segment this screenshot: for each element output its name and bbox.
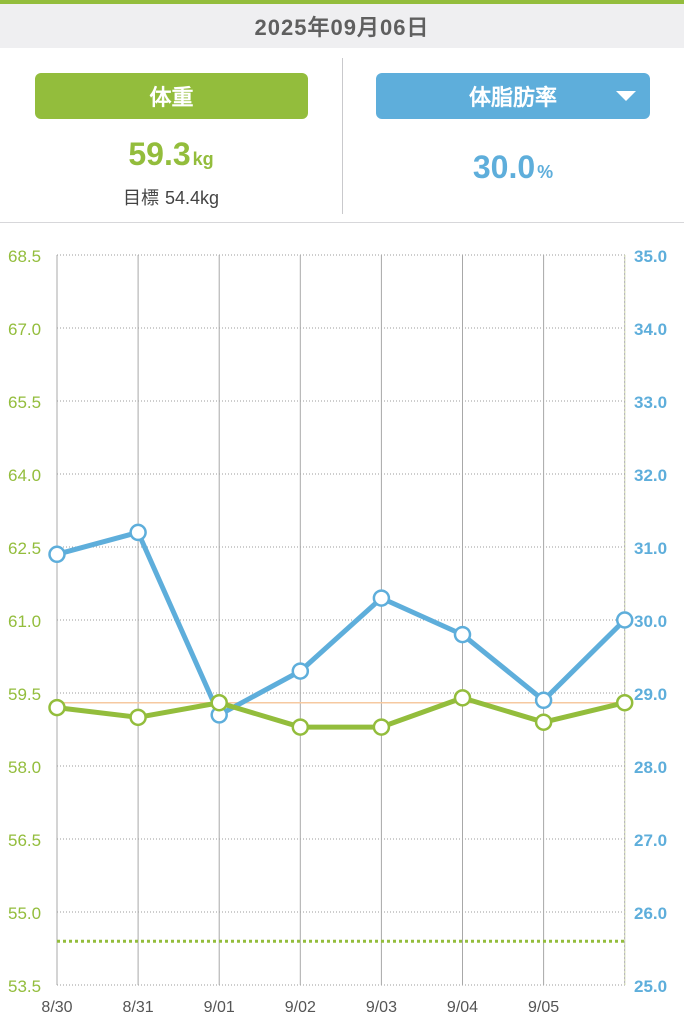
body-fat-series-point[interactable] <box>534 691 553 710</box>
y-left-tick-label: 55.0 <box>8 904 41 923</box>
x-tick-label: 9/02 <box>285 999 316 1016</box>
x-tick-label: 9/05 <box>528 999 559 1016</box>
y-right-tick-label: 30.0 <box>634 612 667 631</box>
weight-series-point[interactable] <box>48 698 66 717</box>
body-fat-dropdown[interactable]: 体脂肪率 <box>376 73 650 119</box>
weight-value: 59.3 kg <box>0 136 342 173</box>
body-fat-series-line <box>54 529 628 718</box>
y-right-tick-label: 25.0 <box>634 977 667 996</box>
weight-bodyfat-chart[interactable]: 68.5 67.0 65.5 64.0 62.5 61.0 59.5 58.0 56.5 55.0… <box>0 223 684 1024</box>
y-right-tick-label: 31.0 <box>634 539 667 558</box>
weight-series-point[interactable] <box>615 693 634 712</box>
body-fat-unit: % <box>537 162 554 182</box>
y-right-tick-label: 34.0 <box>634 320 667 339</box>
y-left-tick-label: 67.0 <box>8 320 41 339</box>
chevron-down-icon <box>616 91 636 101</box>
weight-unit: kg <box>192 149 214 169</box>
weight-panel: 体重 59.3 kg 目標 54.4kg <box>0 48 342 222</box>
weight-series-point[interactable] <box>453 689 472 707</box>
y-right-tick-label: 35.0 <box>634 247 667 266</box>
y-right-tick-label: 32.0 <box>634 466 667 485</box>
x-tick-label: 9/04 <box>447 999 478 1016</box>
body-fat-button-label: 体脂肪率 <box>468 85 557 110</box>
y-left-tick-label: 59.5 <box>8 685 41 704</box>
body-fat-number: 30.0 <box>472 149 536 185</box>
y-left-tick-label: 68.5 <box>8 247 41 266</box>
body-fat-series-point[interactable] <box>615 611 634 629</box>
y-left-tick-label: 64.0 <box>8 466 41 485</box>
weight-series-point[interactable] <box>291 718 310 736</box>
weight-series-point[interactable] <box>129 708 147 727</box>
y-right-tick-label: 28.0 <box>634 758 667 777</box>
weight-number: 59.3 <box>128 136 191 172</box>
y-right-tick-label: 33.0 <box>634 393 667 412</box>
goal-label: 目標 <box>122 188 159 208</box>
body-fat-series-point[interactable] <box>48 545 66 564</box>
x-tick-label: 8/31 <box>123 999 154 1016</box>
y-right-tick-label: 26.0 <box>634 904 667 923</box>
body-fat-series-point[interactable] <box>129 523 147 542</box>
weight-series-point[interactable] <box>210 693 228 712</box>
top-accent-bar <box>0 0 684 4</box>
y-left-tick-label: 53.5 <box>8 977 41 996</box>
x-tick-label: 9/01 <box>204 999 235 1016</box>
panel-divider <box>342 58 343 214</box>
date-header: 2025年09月06日 <box>0 4 684 48</box>
body-fat-panel: 体脂肪率 30.0% <box>342 48 684 222</box>
y-right-tick-label: 27.0 <box>634 831 667 850</box>
header-separator <box>0 222 684 223</box>
body-fat-series-point[interactable] <box>372 589 391 607</box>
y-left-tick-label: 56.5 <box>8 831 41 850</box>
date-label: 2025年09月06日 <box>254 15 430 40</box>
weight-goal: 目標 54.4kg <box>0 184 342 210</box>
weight-series-point[interactable] <box>534 713 553 731</box>
weight-button[interactable]: 体重 <box>35 73 308 119</box>
body-fat-series-point[interactable] <box>291 662 310 680</box>
y-left-tick-label: 61.0 <box>8 612 41 631</box>
weight-series-line <box>54 695 628 730</box>
weight-series-point[interactable] <box>372 718 391 736</box>
x-tick-label: 9/03 <box>366 999 397 1016</box>
y-left-tick-label: 58.0 <box>8 758 41 777</box>
goal-value: 54.4kg <box>164 188 220 208</box>
x-tick-label: 8/30 <box>41 999 72 1016</box>
y-left-tick-label: 62.5 <box>8 539 41 558</box>
y-left-tick-label: 65.5 <box>8 393 41 412</box>
weight-button-label: 体重 <box>149 85 194 110</box>
body-fat-series-point[interactable] <box>453 625 472 644</box>
body-fat-value: 30.0% <box>342 149 684 186</box>
y-right-tick-label: 29.0 <box>634 685 667 704</box>
